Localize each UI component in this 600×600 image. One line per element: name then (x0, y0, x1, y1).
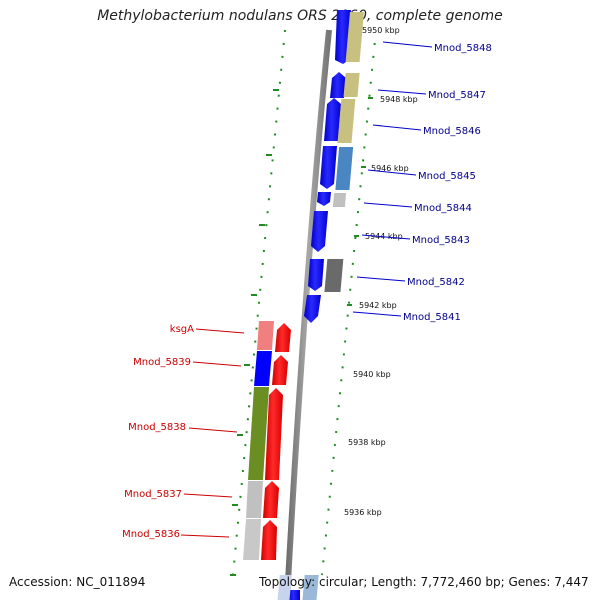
tick-label-5936: 5936 kbp (344, 508, 382, 517)
cog-block-ksga[interactable] (257, 321, 274, 350)
cds-arrow-mnod-5846[interactable] (324, 98, 341, 141)
gene-label-mnod-5837[interactable]: Mnod_5837 (124, 489, 182, 500)
cds-arrow-mnod-5836[interactable] (261, 520, 277, 560)
forward-cds-track (288, 10, 351, 600)
tick-label-5942: 5942 kbp (359, 301, 397, 310)
cog-block-bottom-edge-2[interactable] (277, 575, 292, 600)
forward-gene-labels (352, 41, 433, 317)
reverse-gene-labels (180, 328, 245, 538)
cog-block-mnod-5847[interactable] (343, 73, 360, 97)
cog-block-mnod-5845[interactable] (335, 147, 354, 190)
reverse-cog-track (243, 321, 274, 560)
gene-label-mnod-5839[interactable]: Mnod_5839 (133, 357, 191, 368)
forward-gene-label-texts: Mnod_5848 Mnod_5847 Mnod_5846 Mnod_5845 … (403, 43, 492, 323)
cds-arrow-mnod-5845[interactable] (320, 146, 337, 189)
cog-block-mnod-5848[interactable] (345, 12, 364, 62)
cog-block-mnod-5842[interactable] (324, 259, 344, 292)
inner-scale-ring (232, 29, 286, 576)
cog-block-mnod-5837[interactable] (246, 481, 263, 518)
cds-arrow-ksga[interactable] (275, 323, 291, 352)
tick-label-5940: 5940 kbp (353, 370, 391, 379)
gene-label-mnod-5843[interactable]: Mnod_5843 (412, 235, 470, 246)
cog-block-mnod-5839[interactable] (254, 351, 272, 386)
tick-labels: 5950 kbp 5948 kbp 5946 kbp 5944 kbp 5942… (344, 24, 418, 517)
reverse-gene-label-texts: ksgA Mnod_5839 Mnod_5838 Mnod_5837 Mnod_… (122, 324, 194, 540)
gene-label-mnod-5838[interactable]: Mnod_5838 (128, 422, 186, 433)
tick-label-5938: 5938 kbp (348, 438, 386, 447)
gene-label-mnod-5847[interactable]: Mnod_5847 (428, 90, 486, 101)
scale-dashes (230, 89, 373, 576)
cds-arrow-mnod-5842[interactable] (308, 259, 324, 291)
topology-text: Topology: circular; Length: 7,772,460 bp… (259, 575, 589, 589)
reverse-cds-track (261, 323, 291, 560)
accession-text: Accession: NC_011894 (9, 575, 146, 589)
forward-cog-track (277, 12, 364, 600)
cds-arrow-mnod-5844[interactable] (317, 192, 331, 206)
gene-label-mnod-5845[interactable]: Mnod_5845 (418, 171, 476, 182)
map-title: Methylobacterium nodulans ORS 2060, comp… (97, 8, 503, 24)
cds-arrow-mnod-5839[interactable] (272, 355, 288, 385)
gene-label-mnod-5836[interactable]: Mnod_5836 (122, 529, 180, 540)
cds-arrow-mnod-5841[interactable] (304, 295, 321, 323)
gene-label-mnod-5841[interactable]: Mnod_5841 (403, 312, 461, 323)
cds-arrow-mnod-5837[interactable] (263, 481, 279, 518)
tick-label-5950: 5950 kbp (362, 26, 400, 35)
cds-arrow-mnod-5838[interactable] (265, 388, 283, 480)
cog-block-bottom-edge[interactable] (302, 575, 319, 600)
cog-block-mnod-5836[interactable] (243, 519, 261, 560)
cds-arrow-mnod-5847[interactable] (330, 72, 346, 98)
gene-label-mnod-5848[interactable]: Mnod_5848 (434, 43, 492, 54)
cog-block-mnod-5846[interactable] (337, 99, 356, 143)
gene-label-ksga[interactable]: ksgA (170, 324, 194, 335)
gene-label-mnod-5846[interactable]: Mnod_5846 (423, 126, 481, 137)
outer-scale-ring (321, 29, 377, 576)
gene-label-mnod-5842[interactable]: Mnod_5842 (407, 277, 465, 288)
tick-label-5948: 5948 kbp (380, 95, 418, 104)
cog-block-mnod-5838[interactable] (248, 387, 269, 480)
genome-backbone (284, 29, 332, 600)
cds-arrow-mnod-5843[interactable] (311, 211, 328, 252)
cds-arrow-bottom-edge[interactable] (288, 590, 300, 600)
gene-label-mnod-5844[interactable]: Mnod_5844 (414, 203, 472, 214)
cog-block-mnod-5844[interactable] (332, 193, 347, 207)
tick-label-5946: 5946 kbp (371, 164, 409, 173)
